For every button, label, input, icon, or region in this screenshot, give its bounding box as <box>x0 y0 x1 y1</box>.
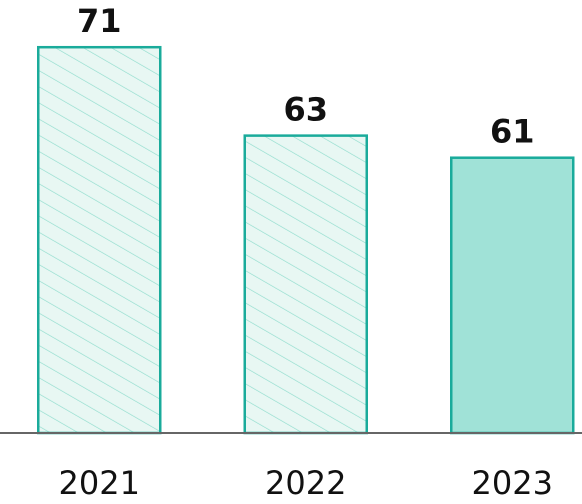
x-tick-label: 2022 <box>265 464 346 502</box>
bar-hatch <box>243 134 368 433</box>
value-label: 63 <box>283 91 328 129</box>
value-label: 71 <box>77 2 122 40</box>
x-tick-label: 2023 <box>472 464 553 502</box>
bar <box>450 156 575 433</box>
bar-hatch <box>37 46 162 433</box>
x-tick-label: 2021 <box>59 464 140 502</box>
value-label: 61 <box>490 113 535 151</box>
